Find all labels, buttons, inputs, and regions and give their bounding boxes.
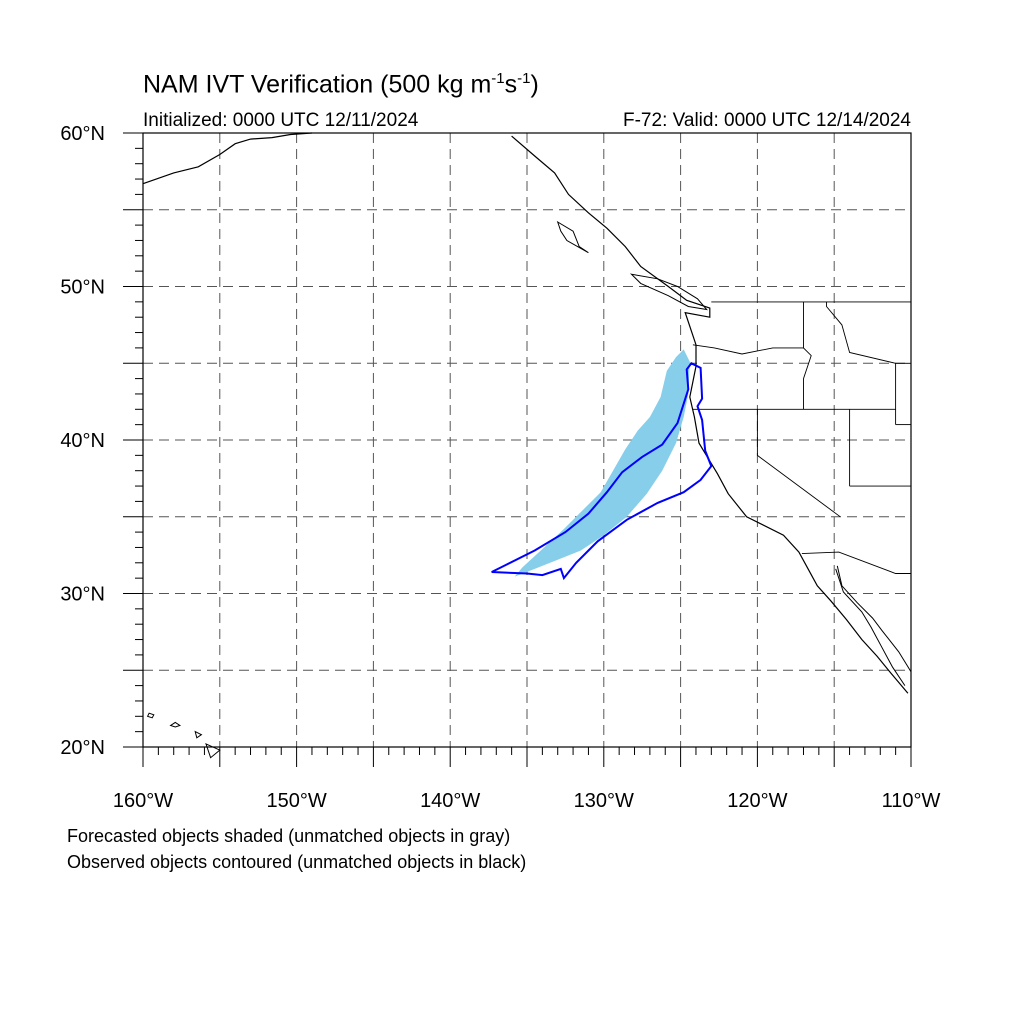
- longitude-label: 110°W: [882, 790, 941, 812]
- coastlines: [142, 132, 912, 759]
- latitude-label: 40°N: [60, 430, 105, 452]
- latitude-label: 50°N: [60, 277, 105, 299]
- longitude-label: 130°W: [574, 790, 634, 812]
- title-end: ): [530, 70, 539, 99]
- state-border: [801, 551, 911, 574]
- chart-title: NAM IVT Verification (500 kg m-1s-1): [143, 70, 539, 99]
- forecast-ivt-object: [514, 349, 690, 577]
- axis-ticks: [123, 132, 912, 767]
- initialized-label: Initialized: 0000 UTC 12/11/2024: [143, 110, 419, 131]
- latitude-label: 60°N: [60, 123, 105, 145]
- title-mid: s: [504, 70, 518, 99]
- forecast-legend-note: Forecasted objects shaded (unmatched obj…: [67, 826, 511, 846]
- observed-ivt-contour: [491, 362, 713, 581]
- observed-legend-note: Observed objects contoured (unmatched ob…: [67, 852, 527, 872]
- lat-lon-grid: [143, 133, 911, 747]
- island-british-columbia: [629, 273, 708, 311]
- title-sup-2: -1: [517, 70, 531, 87]
- longitude-label: 160°W: [113, 790, 173, 812]
- island-british-columbia: [556, 220, 589, 254]
- coastline-gulf-of-california: [836, 565, 912, 692]
- map-frame: [142, 132, 912, 748]
- state-border: [803, 301, 812, 410]
- longitude-labels: 160°W 150°W 140°W 130°W 120°W 110°W: [113, 790, 941, 812]
- island-hawaii: [205, 742, 221, 759]
- latitude-label: 30°N: [60, 584, 105, 606]
- state-border: [756, 409, 841, 518]
- island-hawaii: [146, 712, 155, 719]
- longitude-label: 140°W: [420, 790, 480, 812]
- title-main: NAM IVT Verification (500 kg m: [143, 70, 492, 99]
- coastline-baja-east: [835, 568, 906, 686]
- verification-objects: [491, 349, 713, 581]
- island-hawaii: [194, 730, 203, 739]
- valid-time-label: F-72: Valid: 0000 UTC 12/14/2024: [623, 110, 911, 131]
- longitude-label: 150°W: [266, 790, 326, 812]
- longitude-label: 120°W: [727, 790, 787, 812]
- coastline-north-america: [511, 135, 909, 694]
- title-sup-1: -1: [491, 70, 505, 87]
- island-hawaii: [169, 721, 182, 728]
- latitude-label: 20°N: [60, 737, 105, 759]
- latitude-labels: 60°N 50°N 40°N 30°N 20°N: [60, 123, 105, 759]
- state-borders: [692, 301, 911, 574]
- coastline-alaska: [142, 132, 313, 185]
- state-border: [826, 301, 896, 364]
- state-border: [692, 344, 804, 355]
